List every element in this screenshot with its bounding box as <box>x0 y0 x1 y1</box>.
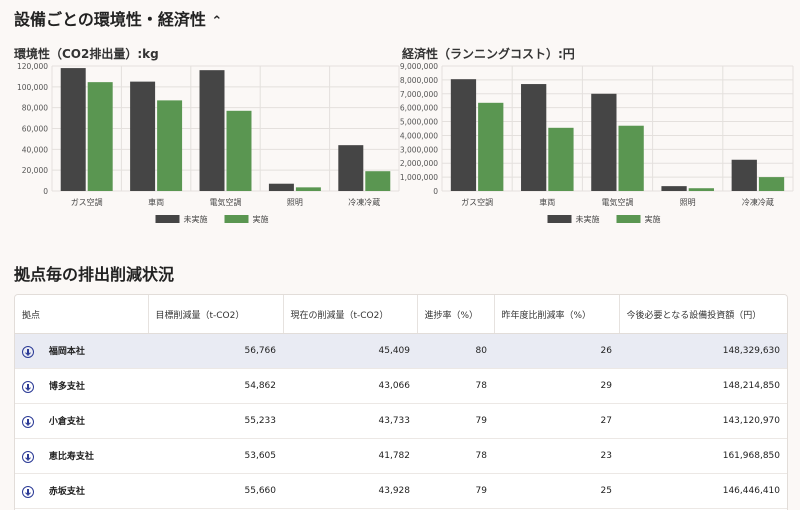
header-current[interactable]: 現在の削減量（t-CO2） <box>283 295 418 334</box>
bar-not-implemented[interactable] <box>731 159 757 191</box>
x-tick-label: 冷凍冷蔵 <box>348 197 380 207</box>
bar-implemented[interactable] <box>548 127 574 191</box>
y-tick-label: 60,000 <box>22 125 48 134</box>
y-tick-label: 3,000,000 <box>400 145 438 154</box>
legend-swatch-not-implemented <box>547 215 572 223</box>
expand-row-icon[interactable] <box>22 450 34 463</box>
bar-implemented[interactable] <box>87 82 113 191</box>
chart-cost: 0 1,000,000 2,000,000 3,000,000 4,000,000 5,0… <box>400 62 794 224</box>
y-tick-label: 80,000 <box>22 104 48 113</box>
y-tick-label: 8,000,000 <box>400 76 438 85</box>
bar-implemented[interactable] <box>365 171 391 191</box>
y-tick-label: 40,000 <box>22 145 48 154</box>
section-title-equipment: 設備ごとの環境性・経済性 ⌃ <box>14 10 223 29</box>
collapse-caret-icon[interactable]: ⌃ <box>211 14 223 29</box>
y-tick-label: 5,000,000 <box>400 118 438 127</box>
bar-implemented[interactable] <box>758 177 785 191</box>
legend-swatch-implemented <box>224 215 249 223</box>
legend-label-not-implemented[interactable]: 未実施 <box>576 214 600 224</box>
table-row[interactable]: 小倉支社 55,233 43,733 79 27 143,120,970 <box>15 403 787 439</box>
y-tick-label: 100,000 <box>17 83 48 92</box>
expand-row-icon[interactable] <box>22 415 34 428</box>
bar-implemented[interactable] <box>688 188 714 191</box>
y-tick-label: 0 <box>43 187 48 196</box>
legend-swatch-implemented <box>616 215 641 223</box>
x-tick-label: 車両 <box>148 197 164 207</box>
x-tick-label: 冷凍冷蔵 <box>742 197 774 207</box>
table-header-row: 拠点 目標削減量（t-CO2） 現在の削減量（t-CO2） 進捗率（%） 昨年度… <box>15 295 787 334</box>
x-tick-label: 電気空調 <box>602 197 634 207</box>
header-target[interactable]: 目標削減量（t-CO2） <box>148 295 284 334</box>
y-tick-label: 0 <box>433 187 438 196</box>
header-site[interactable]: 拠点 <box>15 295 149 334</box>
x-tick-label: 照明 <box>680 198 696 207</box>
y-tick-label: 2,000,000 <box>400 159 438 168</box>
bar-implemented[interactable] <box>157 100 183 191</box>
bar-not-implemented[interactable] <box>591 93 617 191</box>
expand-row-icon[interactable] <box>22 345 34 358</box>
bar-not-implemented[interactable] <box>60 68 86 191</box>
x-tick-label: 電気空調 <box>210 197 242 207</box>
header-progress[interactable]: 進捗率（%） <box>417 295 495 334</box>
header-investment[interactable]: 今後必要となる設備投資額（円） <box>619 295 787 334</box>
bar-implemented[interactable] <box>295 187 321 191</box>
x-tick-label: ガス空調 <box>461 197 493 207</box>
table-row[interactable]: 福岡本社 56,766 45,409 80 26 148,329,630 <box>15 333 787 369</box>
y-tick-label: 6,000,000 <box>400 104 438 113</box>
bar-not-implemented[interactable] <box>521 84 547 191</box>
y-tick-label: 120,000 <box>17 62 48 71</box>
section-title-sites: 拠点毎の排出削減状況 <box>14 265 175 284</box>
chart-title-co2: 環境性（CO2排出量）:kg <box>14 47 159 61</box>
x-tick-label: 車両 <box>539 197 555 207</box>
expand-row-icon[interactable] <box>22 380 34 393</box>
table-row[interactable]: 博多支社 54,862 43,066 78 29 148,214,850 <box>15 368 787 404</box>
bar-not-implemented[interactable] <box>130 81 156 191</box>
legend-swatch-not-implemented <box>155 215 180 223</box>
sites-table: 拠点 目標削減量（t-CO2） 現在の削減量（t-CO2） 進捗率（%） 昨年度… <box>14 294 788 510</box>
y-tick-label: 1,000,000 <box>400 173 438 182</box>
header-yoy[interactable]: 昨年度比削減率（%） <box>494 295 620 334</box>
y-tick-label: 9,000,000 <box>400 62 438 71</box>
bar-implemented[interactable] <box>226 110 252 191</box>
expand-row-icon[interactable] <box>22 485 34 498</box>
bar-not-implemented[interactable] <box>450 79 477 191</box>
legend-label-implemented[interactable]: 実施 <box>253 214 269 224</box>
table-row[interactable]: 赤坂支社 55,660 43,928 79 25 146,446,410 <box>15 473 787 509</box>
chart-title-cost: 経済性（ランニングコスト）:円 <box>402 47 575 61</box>
y-tick-label: 7,000,000 <box>400 90 438 99</box>
bar-implemented[interactable] <box>618 125 644 191</box>
x-tick-label: ガス空調 <box>71 197 103 207</box>
chart-co2: 0 20,000 40,000 60,000 80,000 100,000 120,000 ガ… <box>17 62 400 224</box>
table-row[interactable]: 恵比寿支社 53,605 41,782 78 23 161,968,850 <box>15 438 787 474</box>
bar-not-implemented[interactable] <box>661 186 687 191</box>
bar-not-implemented[interactable] <box>338 145 364 191</box>
y-tick-label: 20,000 <box>22 166 48 175</box>
legend-label-implemented[interactable]: 実施 <box>645 214 661 224</box>
x-tick-label: 照明 <box>287 198 303 207</box>
bar-not-implemented[interactable] <box>199 70 225 191</box>
bar-not-implemented[interactable] <box>268 183 294 191</box>
legend-label-not-implemented[interactable]: 未実施 <box>184 214 208 224</box>
bar-implemented[interactable] <box>478 102 504 191</box>
y-tick-label: 4,000,000 <box>400 131 438 140</box>
